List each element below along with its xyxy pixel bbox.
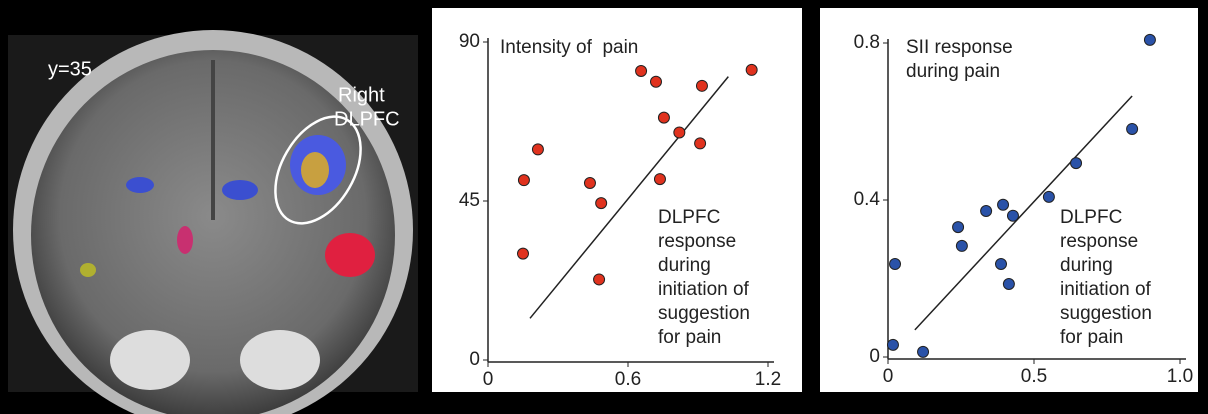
x-tick-label: 0	[883, 366, 894, 387]
point	[532, 144, 543, 155]
point	[956, 240, 967, 251]
point	[981, 205, 992, 216]
slice-label: y=35	[48, 58, 92, 80]
activation	[177, 226, 193, 254]
point	[1127, 123, 1138, 134]
point	[1071, 158, 1082, 169]
point	[890, 258, 901, 269]
point	[996, 258, 1007, 269]
point	[746, 64, 757, 75]
activation	[325, 233, 375, 277]
annotation: suggestion	[1060, 303, 1152, 324]
point	[696, 80, 707, 91]
point	[674, 127, 685, 138]
figure: y=35 Right DLPFC 0 45 90 0 0.6 1.2 Intensity o…	[0, 0, 1208, 414]
point	[695, 138, 706, 149]
y-tick-label: 0	[869, 346, 880, 367]
y-tick-label: 45	[459, 190, 480, 211]
x-tick-label: 0	[483, 369, 494, 390]
point	[1003, 278, 1014, 289]
point	[584, 177, 595, 188]
annotation: Intensity of pain	[500, 37, 638, 58]
activation	[126, 177, 154, 193]
x-tick-label: 1.0	[1167, 366, 1193, 387]
annotation: DLPFC	[1060, 207, 1122, 228]
annotation: for pain	[1060, 327, 1123, 348]
bone	[240, 330, 320, 390]
point	[651, 76, 662, 87]
annotation: SII response	[906, 37, 1013, 58]
point	[518, 175, 529, 186]
point	[596, 198, 607, 209]
annotation: for pain	[658, 327, 721, 348]
annotation: DLPFC	[658, 207, 720, 228]
annotation: initiation of	[1060, 279, 1152, 300]
x-tick-label: 0.5	[1021, 366, 1047, 387]
point	[654, 174, 665, 185]
annotation: response	[658, 231, 736, 252]
point	[1144, 34, 1155, 45]
y-tick-label: 0.8	[854, 32, 880, 53]
point	[998, 199, 1009, 210]
region-label: DLPFC	[334, 108, 400, 130]
activation	[80, 263, 96, 277]
point	[1043, 191, 1054, 202]
point	[636, 65, 647, 76]
bone	[110, 330, 190, 390]
annotation: suggestion	[658, 303, 750, 324]
x-tick-label: 1.2	[755, 369, 781, 390]
activation	[222, 180, 258, 200]
point	[887, 339, 898, 350]
page: {"panel_a": {"slice_label": "y=35", "reg…	[0, 0, 1208, 414]
point	[1007, 210, 1018, 221]
brain-panel: y=35 Right DLPFC	[8, 30, 418, 414]
point	[918, 346, 929, 357]
point	[594, 274, 605, 285]
annotation: during pain	[906, 61, 1000, 82]
point	[953, 222, 964, 233]
x-tick-label: 0.6	[615, 369, 641, 390]
y-tick-label: 90	[459, 31, 480, 52]
annotation: during	[1060, 255, 1113, 276]
annotation: response	[1060, 231, 1138, 252]
annotation: initiation of	[658, 279, 750, 300]
region-label: Right	[338, 84, 385, 106]
point	[518, 248, 529, 259]
y-tick-label: 0	[469, 349, 480, 370]
point	[658, 112, 669, 123]
annotation: during	[658, 255, 711, 276]
activation	[301, 152, 329, 188]
y-tick-label: 0.4	[854, 189, 881, 210]
